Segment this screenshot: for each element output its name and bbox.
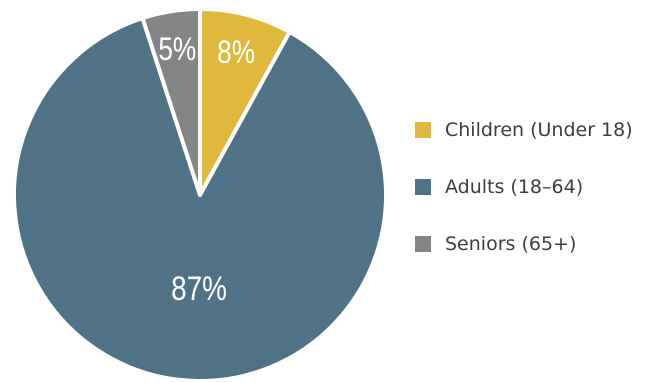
legend-item-adults: Adults (18–64) (415, 175, 633, 199)
legend-label-children: Children (Under 18) (445, 119, 633, 141)
pie-slice-seniors (140, 7, 202, 197)
legend: Children (Under 18) Adults (18–64) Senio… (415, 118, 633, 289)
slice-label-adults: 87% (171, 269, 227, 307)
pie-slice-adults (12, 16, 388, 383)
legend-item-seniors: Seniors (65+) (415, 232, 633, 256)
slice-label-seniors: 5% (158, 33, 196, 68)
legend-swatch-seniors (415, 236, 431, 252)
legend-label-seniors: Seniors (65+) (445, 233, 577, 255)
legend-label-adults: Adults (18–64) (445, 176, 584, 198)
slice-label-children: 8% (217, 36, 255, 71)
legend-item-children: Children (Under 18) (415, 118, 633, 142)
legend-swatch-children (415, 122, 431, 138)
legend-swatch-adults (415, 179, 431, 195)
